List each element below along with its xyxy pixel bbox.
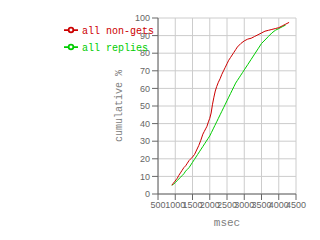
svg-text:30: 30 [140, 136, 150, 146]
svg-text:70: 70 [140, 66, 150, 76]
svg-text:60: 60 [140, 84, 150, 94]
svg-text:4500: 4500 [286, 200, 306, 210]
svg-text:cumulative %: cumulative % [114, 70, 125, 142]
svg-text:90: 90 [140, 31, 150, 41]
svg-text:0: 0 [145, 189, 150, 199]
svg-text:10: 10 [140, 172, 150, 182]
svg-text:40: 40 [140, 119, 150, 129]
svg-text:msec: msec [214, 217, 240, 229]
svg-text:50: 50 [140, 101, 150, 111]
svg-text:80: 80 [140, 48, 150, 58]
svg-text:20: 20 [140, 154, 150, 164]
svg-text:500: 500 [151, 200, 166, 210]
svg-text:100: 100 [135, 13, 150, 23]
